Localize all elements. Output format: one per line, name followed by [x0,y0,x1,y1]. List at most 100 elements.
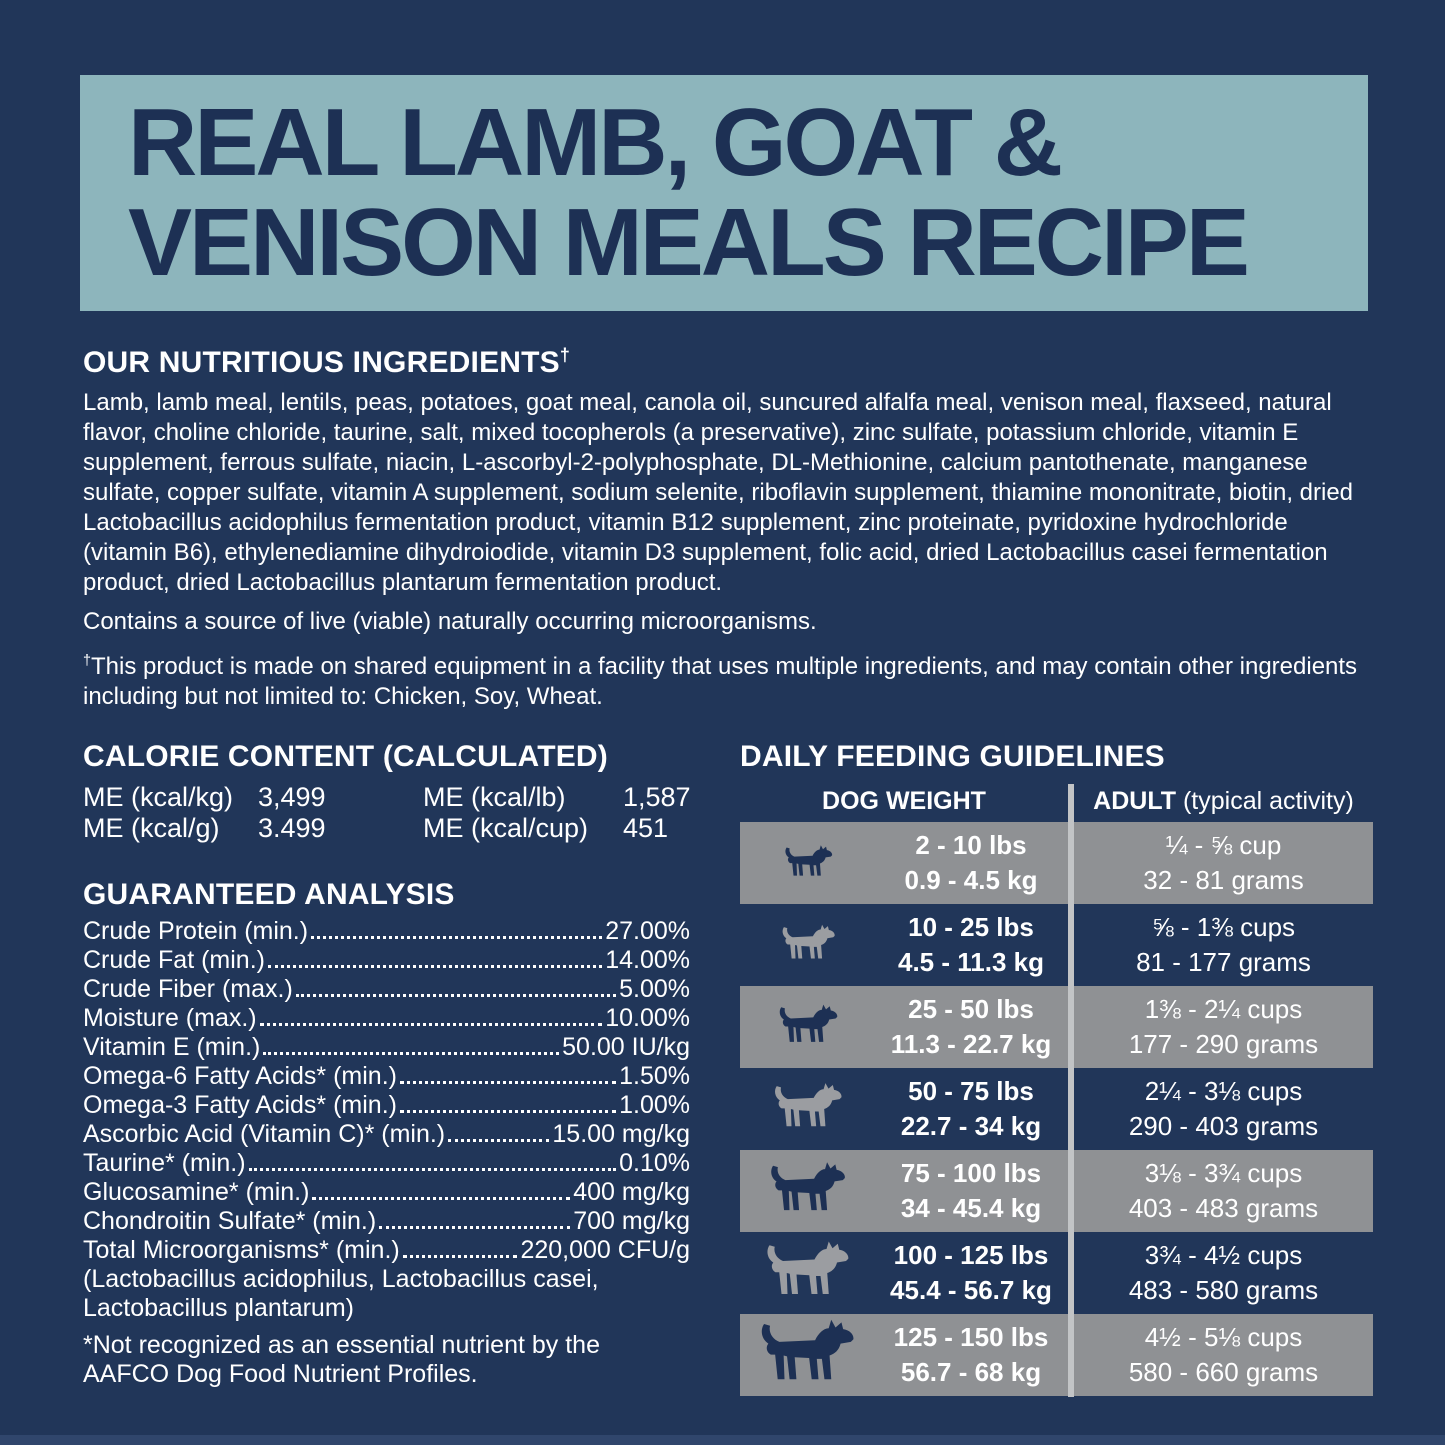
analysis-row: Omega-6 Fatty Acids* (min.) 1.50% [83,1062,690,1091]
calorie-value: 3.499 [258,813,326,843]
column-header-adult: ADULT (typical activity) [1074,784,1373,818]
weight-lbs: 2 - 10 lbs [915,830,1027,860]
analysis-value: 10.00% [605,1004,690,1032]
analysis-row: Moisture (max.) 10.00% [83,1004,690,1033]
weight-kg: 45.4 - 56.7 kg [890,1275,1052,1305]
feeding-row: 125 - 150 lbs 56.7 - 68 kg 4½ - 5⅛ cups 58… [740,1314,1373,1396]
ingredients-heading-text: OUR NUTRITIOUS INGREDIENTS [83,346,560,379]
analysis-value: 14.00% [605,946,690,974]
calorie-label: ME (kcal/cup) [423,813,589,843]
feeding-guidelines-section: DAILY FEEDING GUIDELINES DOG WEIGHT ADUL… [740,740,1373,1397]
analysis-label: Glucosamine* (min.) [83,1178,310,1206]
weight-lbs: 75 - 100 lbs [900,1158,1042,1188]
serving-cups: ¼ - ⅝ cup [1165,830,1282,860]
serving-grams: 290 - 403 grams [1128,1111,1319,1141]
dot-leader [379,1226,571,1229]
ingredients-heading: OUR NUTRITIOUS INGREDIENTS† [83,338,1375,380]
dot-leader [311,936,603,939]
feeding-guidelines-heading: DAILY FEEDING GUIDELINES [740,740,1165,773]
package-bottom-edge [0,1435,1445,1445]
analysis-label: Chondroitin Sulfate* (min.) [83,1207,377,1235]
dot-leader [399,1110,617,1113]
analysis-row: Taurine* (min.) 0.10% [83,1149,690,1178]
calorie-content-section: CALORIE CONTENT (CALCULATED) ME (kcal/kg… [83,740,743,844]
weight-lbs: 100 - 125 lbs [893,1240,1049,1270]
analysis-row: Crude Protein (min.) 27.00% [83,917,690,946]
calorie-value: 451 [623,813,669,843]
analysis-label: Moisture (max.) [83,1004,257,1032]
feeding-row: 2 - 10 lbs 0.9 - 4.5 kg ¼ - ⅝ cup 32 - 81 … [740,822,1373,904]
analysis-row: Vitamin E (min.) 50.00 IU/kg [83,1033,690,1062]
calorie-content-table: ME (kcal/kg) 3,499 ME (kcal/lb) 1,587 ME… [83,782,743,844]
recipe-title-line2: VENISON MEALS RECIPE [128,189,1250,296]
recipe-title-line1: REAL LAMB, GOAT & [128,89,1063,196]
analysis-label: Omega-6 Fatty Acids* (min.) [83,1062,397,1090]
aafco-footnote: *Not recognized as an essential nutrient… [83,1331,600,1388]
adult-label: ADULT [1093,787,1177,815]
disclaimer-text: This product is made on shared equipment… [83,653,1358,710]
dot-leader [267,965,603,968]
analysis-label: Vitamin E (min.) [83,1033,261,1061]
analysis-value: 1.50% [619,1062,690,1090]
analysis-label: Taurine* (min.) [83,1149,246,1177]
serving-cups: 3⅛ - 3¾ cups [1144,1158,1303,1188]
analysis-row: Chondroitin Sulfate* (min.) 700 mg/kg [83,1207,690,1236]
weight-kg: 56.7 - 68 kg [900,1357,1042,1387]
weight-lbs: 50 - 75 lbs [908,1076,1034,1106]
analysis-label: Crude Fat (min.) [83,946,265,974]
labrador-icon [740,1239,880,1307]
microorganisms-species-line: (Lactobacillus acidophilus, Lactobacillu… [83,1265,599,1293]
analysis-row: Ascorbic Acid (Vitamin C)* (min.) 15.00 m… [83,1120,690,1149]
analysis-value: 400 mg/kg [573,1178,690,1206]
terrier-icon [740,1003,880,1051]
serving-cups: 3¾ - 4½ cups [1144,1240,1303,1270]
analysis-label: Total Microorganisms* (min.) [83,1236,400,1264]
analysis-value: 27.00% [605,917,690,945]
shared-equipment-disclaimer: †This product is made on shared equipmen… [83,646,1375,712]
analysis-value: 0.10% [619,1149,690,1177]
column-header-dog-weight: DOG WEIGHT [822,787,986,815]
analysis-label: Crude Protein (min.) [83,917,309,945]
serving-grams: 403 - 483 grams [1128,1193,1319,1223]
serving-grams: 32 - 81 grams [1143,865,1304,895]
guaranteed-analysis-table: Crude Protein (min.) 27.00% Crude Fat (mi… [83,917,690,1323]
weight-lbs: 125 - 150 lbs [893,1322,1049,1352]
ingredients-section: OUR NUTRITIOUS INGREDIENTS† Lamb, lamb m… [83,338,1375,712]
dot-leader [248,1168,617,1171]
guaranteed-analysis-heading: GUARANTEED ANALYSIS [83,878,455,911]
weight-lbs: 25 - 50 lbs [908,994,1034,1024]
analysis-value: 15.00 mg/kg [552,1120,690,1148]
weight-lbs: 10 - 25 lbs [908,912,1034,942]
analysis-row: Crude Fiber (max.) 5.00% [83,975,690,1004]
feeding-row: 50 - 75 lbs 22.7 - 34 kg 2¼ - 3⅛ cups 290 … [740,1068,1373,1150]
dot-leader [312,1197,571,1200]
calorie-value: 1,587 [623,782,691,812]
feeding-table-header: DOG WEIGHT ADULT (typical activity) [740,784,1373,818]
serving-cups: 4½ - 5⅛ cups [1144,1322,1303,1352]
calorie-value: 3,499 [258,782,326,812]
feeding-row: 25 - 50 lbs 11.3 - 22.7 kg 1⅜ - 2¼ cups 17… [740,986,1373,1068]
analysis-value: 220,000 CFU/g [520,1236,690,1264]
analysis-row: Glucosamine* (min.) 400 mg/kg [83,1178,690,1207]
feeding-row: 75 - 100 lbs 34 - 45.4 kg 3⅛ - 3¾ cups 403… [740,1150,1373,1232]
recipe-title-banner: REAL LAMB, GOAT & VENISON MEALS RECIPE [80,75,1368,311]
serving-grams: 177 - 290 grams [1128,1029,1319,1059]
serving-cups: ⅝ - 1⅜ cups [1151,912,1296,942]
analysis-value: 700 mg/kg [573,1207,690,1235]
dot-leader [263,1052,560,1055]
analysis-row: Crude Fat (min.) 14.00% [83,946,690,975]
weight-kg: 11.3 - 22.7 kg [890,1029,1052,1059]
french-bulldog-icon [740,923,880,967]
dagger-mark: † [559,345,571,365]
analysis-row: Total Microorganisms* (min.) 220,000 CFU/… [83,1236,690,1265]
dagger-mark: † [83,653,92,669]
analysis-value: 1.00% [619,1091,690,1119]
dot-leader [259,1023,603,1026]
weight-kg: 4.5 - 11.3 kg [898,947,1044,977]
analysis-row: Omega-3 Fatty Acids* (min.) 1.00% [83,1091,690,1120]
microorganisms-note: Contains a source of live (viable) natur… [83,608,817,635]
microorganisms-species-line: Lactobacillus plantarum) [83,1294,354,1322]
serving-cups: 1⅜ - 2¼ cups [1144,994,1303,1024]
feeding-table: 2 - 10 lbs 0.9 - 4.5 kg ¼ - ⅝ cup 32 - 81 … [740,822,1373,1396]
